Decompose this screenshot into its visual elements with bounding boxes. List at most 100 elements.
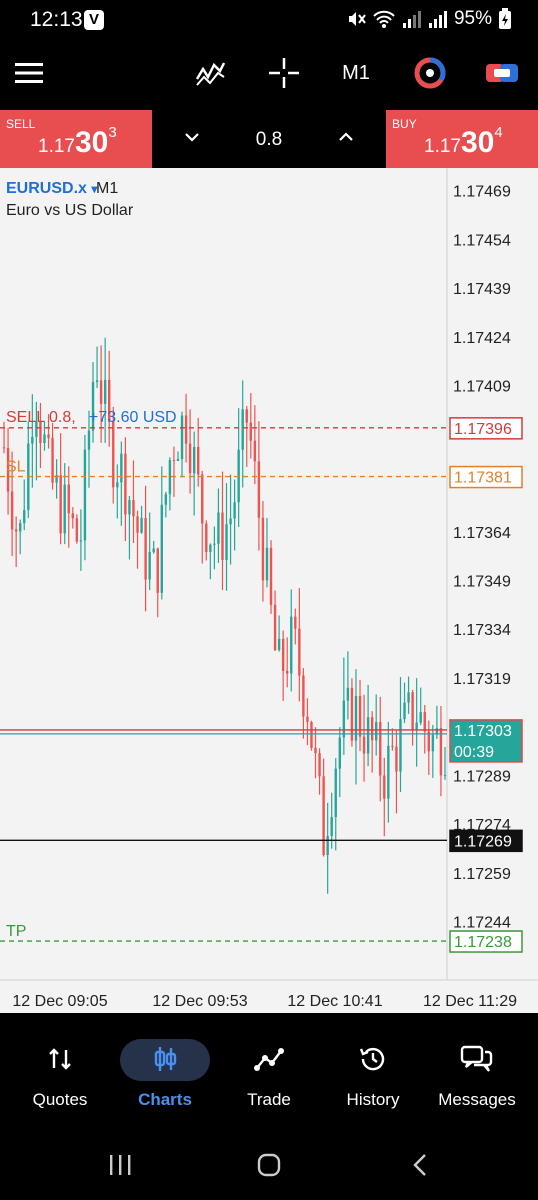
candle-body [120, 453, 123, 483]
battery-icon [499, 8, 511, 29]
trade-icon [254, 1048, 284, 1071]
candle-body [281, 638, 285, 671]
volume-control: 0.8 [152, 110, 386, 168]
candle-body [302, 675, 305, 717]
price-tick-label: 1.17409 [453, 379, 511, 396]
candle-body [290, 616, 293, 674]
nav-history[interactable]: History [321, 1013, 425, 1130]
one-click-trading-button[interactable] [482, 52, 522, 94]
candle-body [184, 415, 188, 444]
volume-value[interactable]: 0.8 [255, 129, 283, 150]
candle-body [273, 604, 277, 651]
price-tick-label: 1.17424 [453, 330, 511, 347]
chart-canvas[interactable]: 1.17469 1.17454 1.17439 1.17424 1.17409 1.173… [0, 168, 538, 1013]
back-button[interactable] [410, 1153, 430, 1182]
crosshair-button[interactable] [264, 52, 304, 94]
candle-body [277, 638, 281, 651]
price-chart[interactable]: 1.17469 1.17454 1.17439 1.17424 1.17409 1.173… [0, 168, 538, 1013]
candle-body [19, 523, 22, 532]
buy-price-sup: 4 [494, 124, 503, 141]
candle-body [233, 502, 236, 519]
history-icon [359, 1047, 385, 1071]
chart-symbol[interactable]: EURUSD.x ▾ [6, 180, 97, 198]
candle-body [176, 458, 180, 461]
home-button[interactable] [257, 1153, 281, 1182]
price-tag-bid-label: 1.17303 [454, 723, 512, 740]
sell-button[interactable]: SELL 1.17303 [0, 110, 152, 168]
candle-body [55, 475, 58, 483]
candle-body [168, 460, 172, 495]
candle-body [132, 500, 135, 517]
candle-body [47, 434, 50, 438]
buy-price: 1.17304 [424, 124, 503, 160]
sell-price-main: 1.17 [38, 136, 75, 157]
candle-body [63, 484, 66, 534]
nav-quotes-label: Quotes [32, 1090, 88, 1109]
recent-apps-button[interactable] [108, 1154, 132, 1181]
buy-price-big: 30 [460, 126, 495, 159]
price-tick-label: 1.17334 [453, 622, 511, 639]
candle-body [415, 722, 418, 730]
candle-body [330, 817, 333, 837]
candle-body [87, 430, 91, 450]
nav-charts[interactable]: Charts [113, 1013, 217, 1130]
candle-body [342, 700, 346, 738]
candle-body [51, 437, 54, 483]
candle-body [318, 753, 321, 777]
nav-messages[interactable]: Messages [425, 1013, 529, 1130]
candle-body [383, 775, 386, 799]
price-tick-label: 1.17364 [453, 525, 511, 542]
chevron-up-icon [339, 132, 353, 141]
candle-body [148, 552, 151, 580]
candle-body [265, 547, 269, 581]
candle-body [298, 628, 301, 676]
price-tag-sl-label: 1.17381 [454, 470, 512, 487]
nav-trade[interactable]: Trade [217, 1013, 321, 1130]
candle-body [350, 687, 354, 741]
nav-charts-label: Charts [138, 1090, 192, 1109]
candle-body [431, 734, 435, 752]
candle-body [391, 745, 394, 747]
messages-icon [460, 1045, 493, 1072]
candle-body [152, 548, 155, 553]
candle-body [439, 728, 443, 776]
candle-body [366, 717, 370, 754]
indicators-icon [195, 62, 226, 86]
menu-button[interactable] [12, 52, 46, 94]
sell-price-big: 30 [74, 126, 109, 159]
sl-label: SL [6, 459, 26, 476]
candle-body [362, 736, 366, 754]
battery-percent: 95% [453, 8, 492, 29]
candle-body [261, 517, 265, 581]
candle-body [435, 728, 439, 735]
price-tick-label: 1.17259 [453, 866, 511, 883]
candle-body [164, 494, 168, 505]
candle-body [79, 540, 83, 542]
nav-quotes[interactable]: Quotes [8, 1013, 112, 1130]
one-click-trading-icon [486, 64, 518, 82]
candle-body [124, 453, 127, 515]
candle-body [387, 745, 390, 799]
symbol-dropdown-icon: ▾ [91, 182, 98, 196]
status-time: 12:13 [30, 8, 83, 31]
candle-body [241, 409, 244, 450]
price-tick-label: 1.17244 [453, 915, 511, 932]
indicators-button[interactable] [190, 52, 230, 94]
chart-toolbar: M1 [0, 38, 538, 110]
candle-body [180, 415, 184, 459]
volume-increase-button[interactable] [336, 127, 356, 152]
volume-decrease-button[interactable] [182, 127, 202, 152]
timeframe-button[interactable]: M1 [342, 61, 370, 84]
nav-trade-label: Trade [247, 1090, 291, 1109]
candle-body [245, 409, 248, 423]
candle-body [172, 460, 176, 462]
chart-mode-button[interactable] [410, 52, 450, 94]
system-navigation [0, 1130, 538, 1200]
candle-body [35, 421, 38, 437]
candle-body [156, 548, 159, 593]
price-tag-low [449, 829, 523, 853]
candle-body [192, 446, 196, 474]
candle-body [334, 768, 337, 818]
price-tick-label: 1.17349 [453, 573, 511, 590]
buy-button[interactable]: BUY 1.17304 [386, 110, 538, 168]
